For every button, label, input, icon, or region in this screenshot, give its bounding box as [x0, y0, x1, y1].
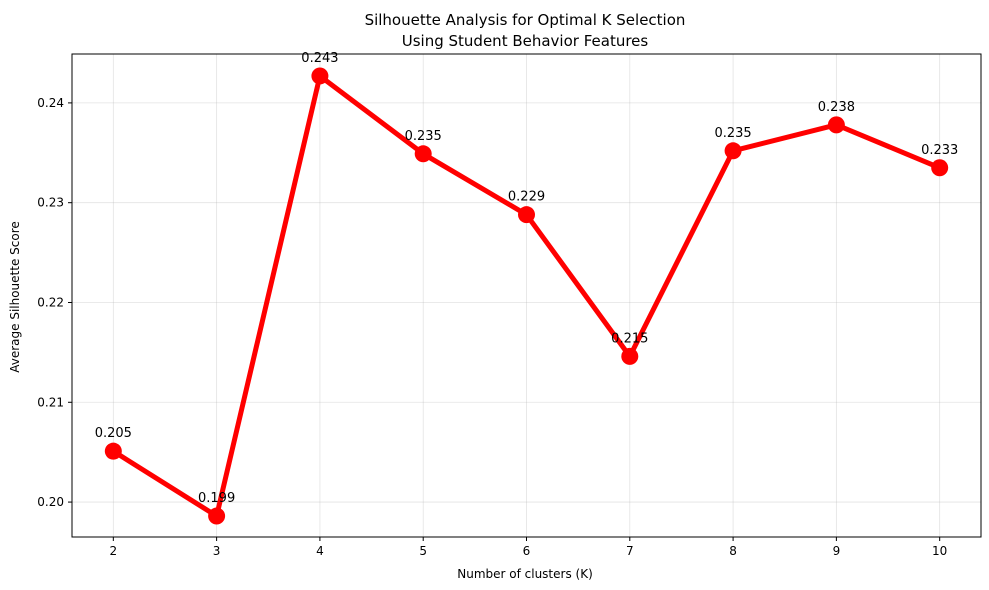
y-tick-label: 0.24	[37, 96, 64, 110]
x-tick-label: 5	[419, 544, 427, 558]
data-point	[518, 206, 535, 224]
chart-title-line-1: Silhouette Analysis for Optimal K Select…	[365, 11, 686, 29]
x-tick-label: 6	[523, 544, 531, 558]
series-layer	[104, 67, 949, 525]
data-point	[931, 159, 949, 177]
y-axis-label: Average Silhouette Score	[8, 221, 22, 373]
data-point	[104, 442, 122, 460]
data-labels-layer: 0.205 0.199 0.243 0.235 0.229 0.215 0.235 0.238…	[95, 51, 959, 506]
x-tick-label: 10	[932, 544, 947, 558]
x-axis-label: Number of clusters (K)	[457, 567, 593, 581]
data-label: 0.235	[714, 126, 751, 141]
y-tick-label: 0.23	[37, 196, 64, 210]
x-tick-label: 8	[729, 544, 737, 558]
grid-layer	[72, 54, 981, 537]
data-point	[311, 67, 329, 85]
data-label: 0.199	[198, 491, 235, 506]
x-tick-label: 4	[316, 544, 324, 558]
y-tick-label: 0.22	[37, 295, 64, 309]
data-label: 0.243	[301, 51, 338, 66]
x-tick-label: 3	[213, 544, 221, 558]
data-label: 0.205	[95, 426, 132, 441]
data-point	[724, 142, 742, 160]
data-point	[827, 116, 845, 134]
x-tick-label: 9	[833, 544, 841, 558]
data-point	[414, 145, 432, 163]
y-tick-label: 0.21	[37, 395, 64, 409]
data-label: 0.229	[508, 190, 545, 205]
data-point	[208, 507, 226, 525]
chart-title-line-2: Using Student Behavior Features	[402, 32, 649, 50]
data-label: 0.233	[921, 143, 958, 158]
y-tick-label: 0.20	[37, 495, 64, 509]
data-label: 0.235	[405, 129, 442, 144]
axes-layer: 2 3 4 5 6 7 8 9 10 0.20 0.21 0.22 0.23 0.24	[37, 53, 982, 558]
x-tick-label: 7	[626, 544, 634, 558]
data-label: 0.215	[611, 331, 648, 346]
data-point	[621, 347, 639, 365]
x-tick-label: 2	[109, 544, 117, 558]
data-label: 0.238	[818, 100, 855, 115]
